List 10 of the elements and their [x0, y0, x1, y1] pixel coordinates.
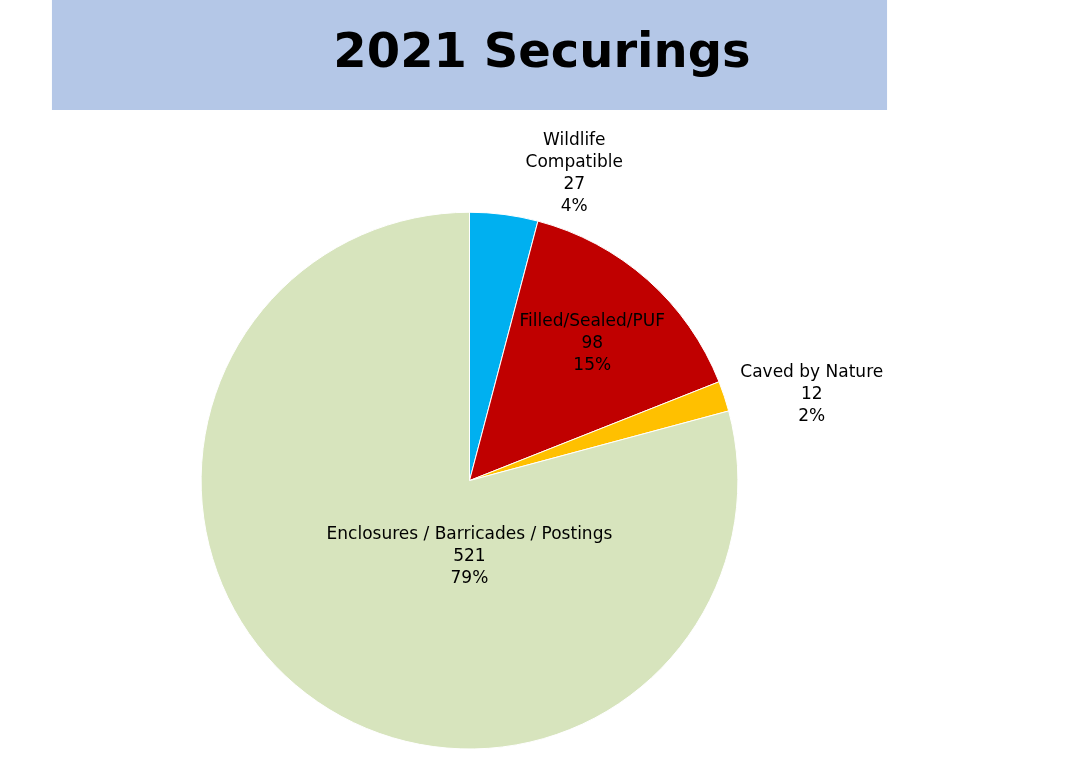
- slice-label: Enclosures / Barricades / Postings: [326, 523, 613, 544]
- data-label: 12 2%: [798, 383, 826, 426]
- pie-slice: [200, 211, 739, 750]
- data-label: 27 4%: [560, 173, 588, 216]
- data-label: 521 79%: [450, 545, 489, 588]
- chart-title: 2021 Securings: [333, 21, 751, 78]
- data-label: 98 15%: [573, 332, 612, 375]
- slice-label: Caved by Nature: [740, 360, 884, 381]
- slice-label: Filled/Sealed/PUF: [519, 310, 666, 331]
- slice-label: Wildlife Compatible: [525, 128, 623, 171]
